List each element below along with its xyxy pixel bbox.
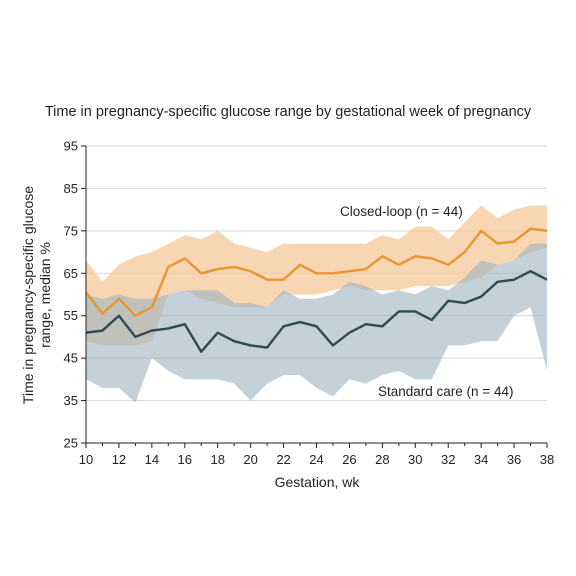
y-tick-label-25: 25 bbox=[64, 436, 78, 451]
x-tick-label-20: 20 bbox=[243, 452, 257, 467]
chart-title: Time in pregnancy-specific glucose range… bbox=[44, 104, 532, 120]
x-tick-label-10: 10 bbox=[79, 452, 93, 467]
x-tick-label-38: 38 bbox=[540, 452, 554, 467]
y-tick-label-65: 65 bbox=[64, 266, 78, 281]
x-tick-label-34: 34 bbox=[474, 452, 488, 467]
y-tick-label-45: 45 bbox=[64, 351, 78, 366]
band-series-1 bbox=[86, 243, 547, 403]
x-tick-label-14: 14 bbox=[145, 452, 159, 467]
x-tick-label-32: 32 bbox=[441, 452, 455, 467]
x-tick-label-26: 26 bbox=[342, 452, 356, 467]
y-tick-label-55: 55 bbox=[64, 308, 78, 323]
x-tick-label-12: 12 bbox=[112, 452, 126, 467]
y-tick-label-95: 95 bbox=[64, 139, 78, 154]
axes: 25 35 45 55 65 75 85 95 10 12 14 16 18 20 22 24 26 28 30 32… bbox=[64, 139, 555, 468]
x-tick-label-22: 22 bbox=[276, 452, 290, 467]
median-line-series-0 bbox=[85, 227, 548, 317]
x-tick-label-36: 36 bbox=[507, 452, 521, 467]
median-line-series-1 bbox=[85, 269, 548, 353]
median-lines bbox=[85, 227, 548, 353]
x-tick-label-18: 18 bbox=[210, 452, 224, 467]
x-axis-label: Gestation, wk bbox=[275, 474, 361, 490]
standard-care-annotation: Standard care (n = 44) bbox=[378, 384, 513, 399]
y-tick-label-85: 85 bbox=[64, 181, 78, 196]
y-tick-label-35: 35 bbox=[64, 393, 78, 408]
band-series-0 bbox=[86, 205, 547, 346]
y-axis-label-line-1: Time in pregnancy-specific glucose bbox=[20, 186, 36, 404]
y-tick-label-75: 75 bbox=[64, 223, 78, 238]
iqr-bands bbox=[86, 205, 547, 403]
y-axis-label-line-2: range, median % bbox=[37, 242, 53, 348]
x-tick-label-28: 28 bbox=[375, 452, 389, 467]
x-tick-label-16: 16 bbox=[178, 452, 192, 467]
x-tick-label-30: 30 bbox=[408, 452, 422, 467]
closed-loop-annotation: Closed-loop (n = 44) bbox=[340, 204, 463, 219]
labels: Gestation, wk Time in pregnancy-specific… bbox=[20, 186, 513, 490]
x-tick-label-24: 24 bbox=[309, 452, 323, 467]
